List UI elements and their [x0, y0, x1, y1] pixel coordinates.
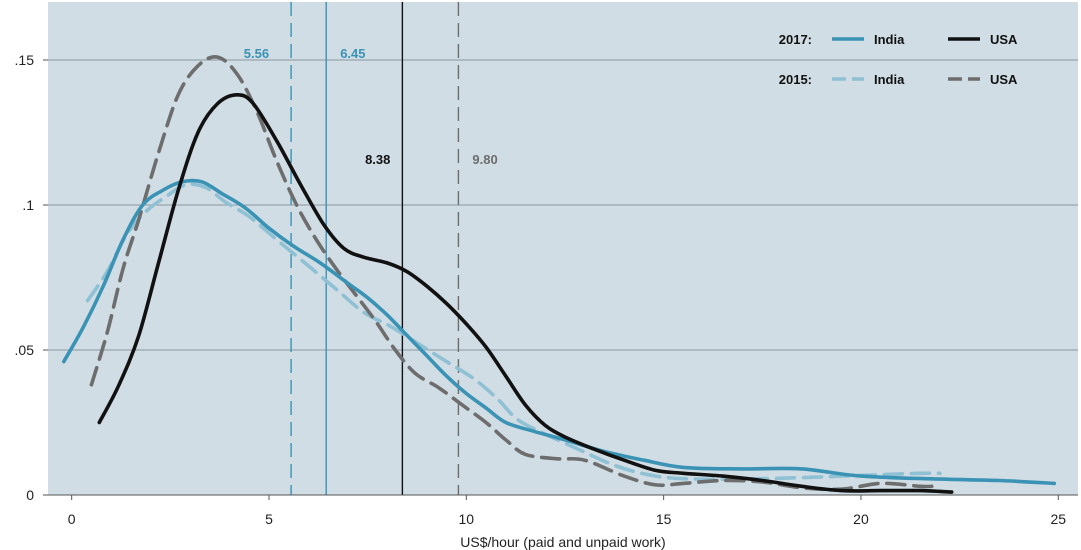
x-tick-label: 15: [656, 511, 672, 527]
series-line-usa-2017: [97, 93, 954, 494]
reference-label-5.56: 5.56: [244, 46, 269, 61]
reference-label-6.45: 6.45: [340, 46, 365, 61]
reference-lines: 5.56 6.45 8.38 9.80: [244, 2, 498, 495]
x-tick-label: 20: [853, 511, 869, 527]
series-lines: [62, 55, 1057, 494]
legend-label-india: India: [874, 32, 905, 47]
x-tick-label: 25: [1050, 511, 1066, 527]
legend-label-india: India: [874, 72, 905, 87]
axes: 0 5 10 15 20 25 0 .05 .1 .15: [15, 52, 1078, 527]
legend-label-usa: USA: [990, 72, 1018, 87]
reference-label-9.80: 9.80: [472, 152, 497, 167]
legend-year-label: 2015:: [779, 72, 812, 87]
x-tick-label: 0: [68, 511, 76, 527]
y-tick-label: 0: [26, 487, 34, 503]
plot-background: [48, 2, 1078, 495]
reference-label-8.38: 8.38: [365, 152, 390, 167]
gridlines: [48, 59, 1078, 351]
series-line-india-2015: [85, 182, 942, 482]
y-tick-label: .1: [22, 197, 34, 213]
legend: 2017: India USA 2015: India USA: [779, 32, 1018, 87]
x-tick-label: 10: [459, 511, 475, 527]
legend-label-usa: USA: [990, 32, 1018, 47]
y-tick-label: .15: [15, 52, 35, 68]
y-tick-label: .05: [15, 342, 35, 358]
series-line-usa-2015: [89, 55, 934, 492]
series-line-india-2017: [62, 178, 1057, 486]
legend-year-label: 2017:: [779, 32, 812, 47]
x-axis-label: US$/hour (paid and unpaid work): [460, 534, 665, 550]
x-tick-label: 5: [265, 511, 273, 527]
